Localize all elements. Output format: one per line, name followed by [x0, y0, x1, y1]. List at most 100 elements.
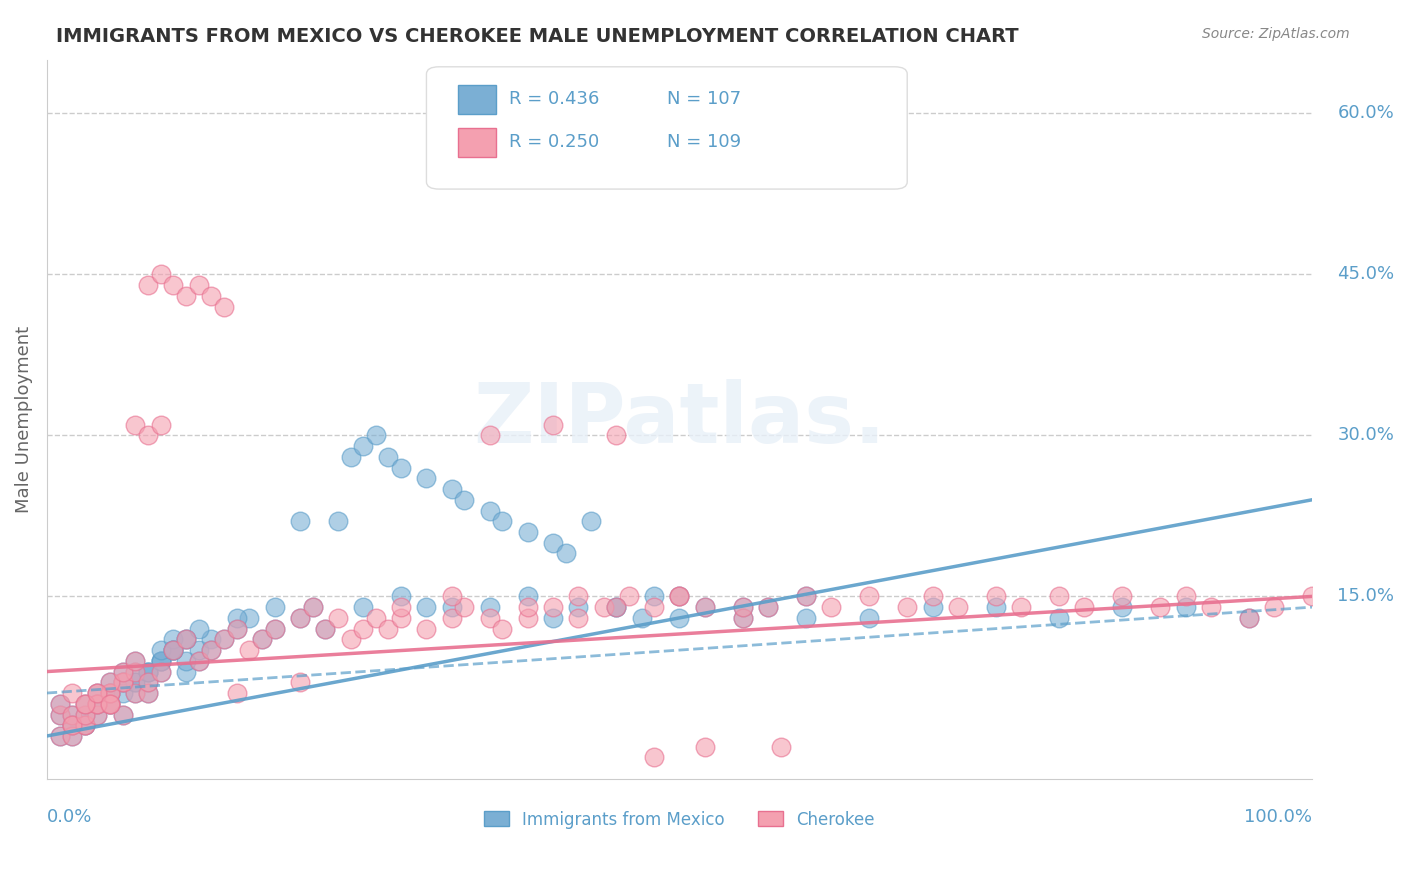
Cherokee — [187, 278, 209, 293]
Legend: Immigrants from Mexico, Cherokee: Immigrants from Mexico, Cherokee — [477, 804, 882, 835]
Immigrants from Mexico — [440, 482, 463, 496]
Immigrants from Mexico — [352, 600, 374, 615]
Immigrants from Mexico — [86, 697, 108, 711]
Immigrants from Mexico — [60, 729, 83, 743]
Text: 60.0%: 60.0% — [1337, 104, 1395, 122]
Immigrants from Mexico — [111, 665, 134, 679]
Immigrants from Mexico — [693, 600, 716, 615]
Cherokee — [200, 643, 222, 657]
Immigrants from Mexico — [478, 600, 501, 615]
Cherokee — [174, 289, 197, 303]
Cherokee — [858, 590, 880, 604]
Cherokee — [364, 611, 387, 625]
Immigrants from Mexico — [162, 632, 184, 647]
Cherokee — [731, 611, 754, 625]
Cherokee — [668, 590, 690, 604]
Cherokee — [617, 590, 640, 604]
Cherokee — [98, 675, 121, 690]
Immigrants from Mexico — [162, 643, 184, 657]
Immigrants from Mexico — [212, 632, 235, 647]
Immigrants from Mexico — [605, 600, 627, 615]
Immigrants from Mexico — [731, 600, 754, 615]
Cherokee — [225, 686, 247, 700]
Immigrants from Mexico — [174, 632, 197, 647]
Immigrants from Mexico — [162, 643, 184, 657]
Immigrants from Mexico — [668, 590, 690, 604]
Cherokee — [693, 739, 716, 754]
Immigrants from Mexico — [98, 675, 121, 690]
Immigrants from Mexico — [263, 600, 285, 615]
Cherokee — [124, 417, 146, 432]
Cherokee — [288, 675, 311, 690]
Bar — [458, 128, 496, 157]
Immigrants from Mexico — [288, 611, 311, 625]
Text: 30.0%: 30.0% — [1337, 426, 1395, 444]
Cherokee — [794, 590, 817, 604]
Immigrants from Mexico — [984, 600, 1007, 615]
Cherokee — [98, 697, 121, 711]
Immigrants from Mexico — [187, 654, 209, 668]
Text: IMMIGRANTS FROM MEXICO VS CHEROKEE MALE UNEMPLOYMENT CORRELATION CHART: IMMIGRANTS FROM MEXICO VS CHEROKEE MALE … — [56, 27, 1019, 45]
Cherokee — [149, 268, 172, 282]
Immigrants from Mexico — [301, 600, 323, 615]
Immigrants from Mexico — [124, 675, 146, 690]
Cherokee — [111, 675, 134, 690]
Cherokee — [1111, 590, 1133, 604]
Cherokee — [136, 428, 159, 442]
Text: 15.0%: 15.0% — [1337, 588, 1395, 606]
Text: N = 109: N = 109 — [666, 133, 741, 152]
Immigrants from Mexico — [263, 622, 285, 636]
Immigrants from Mexico — [162, 643, 184, 657]
Cherokee — [136, 686, 159, 700]
Cherokee — [86, 707, 108, 722]
Cherokee — [693, 600, 716, 615]
Cherokee — [769, 739, 792, 754]
Immigrants from Mexico — [98, 686, 121, 700]
Immigrants from Mexico — [364, 428, 387, 442]
Immigrants from Mexico — [174, 665, 197, 679]
Bar — [458, 85, 496, 113]
Immigrants from Mexico — [567, 600, 589, 615]
Cherokee — [250, 632, 273, 647]
Immigrants from Mexico — [238, 611, 260, 625]
Cherokee — [238, 643, 260, 657]
Immigrants from Mexico — [98, 697, 121, 711]
Immigrants from Mexico — [111, 675, 134, 690]
Cherokee — [136, 675, 159, 690]
Immigrants from Mexico — [415, 600, 437, 615]
Cherokee — [48, 697, 70, 711]
Immigrants from Mexico — [149, 654, 172, 668]
Immigrants from Mexico — [389, 460, 412, 475]
Immigrants from Mexico — [1047, 611, 1070, 625]
Immigrants from Mexico — [124, 665, 146, 679]
Cherokee — [162, 278, 184, 293]
Cherokee — [478, 611, 501, 625]
Cherokee — [643, 600, 665, 615]
Cherokee — [174, 632, 197, 647]
Cherokee — [111, 675, 134, 690]
Cherokee — [1010, 600, 1032, 615]
Cherokee — [946, 600, 969, 615]
Immigrants from Mexico — [111, 675, 134, 690]
Immigrants from Mexico — [1237, 611, 1260, 625]
Cherokee — [136, 278, 159, 293]
Immigrants from Mexico — [250, 632, 273, 647]
Immigrants from Mexico — [136, 675, 159, 690]
Immigrants from Mexico — [162, 643, 184, 657]
Immigrants from Mexico — [111, 707, 134, 722]
Cherokee — [60, 718, 83, 732]
Immigrants from Mexico — [794, 590, 817, 604]
Cherokee — [896, 600, 918, 615]
Cherokee — [73, 697, 96, 711]
Immigrants from Mexico — [921, 600, 943, 615]
Immigrants from Mexico — [149, 654, 172, 668]
Immigrants from Mexico — [516, 524, 538, 539]
Cherokee — [516, 611, 538, 625]
Immigrants from Mexico — [554, 546, 576, 560]
Immigrants from Mexico — [86, 697, 108, 711]
Immigrants from Mexico — [516, 590, 538, 604]
Cherokee — [86, 697, 108, 711]
Immigrants from Mexico — [225, 622, 247, 636]
Immigrants from Mexico — [668, 611, 690, 625]
Cherokee — [756, 600, 779, 615]
